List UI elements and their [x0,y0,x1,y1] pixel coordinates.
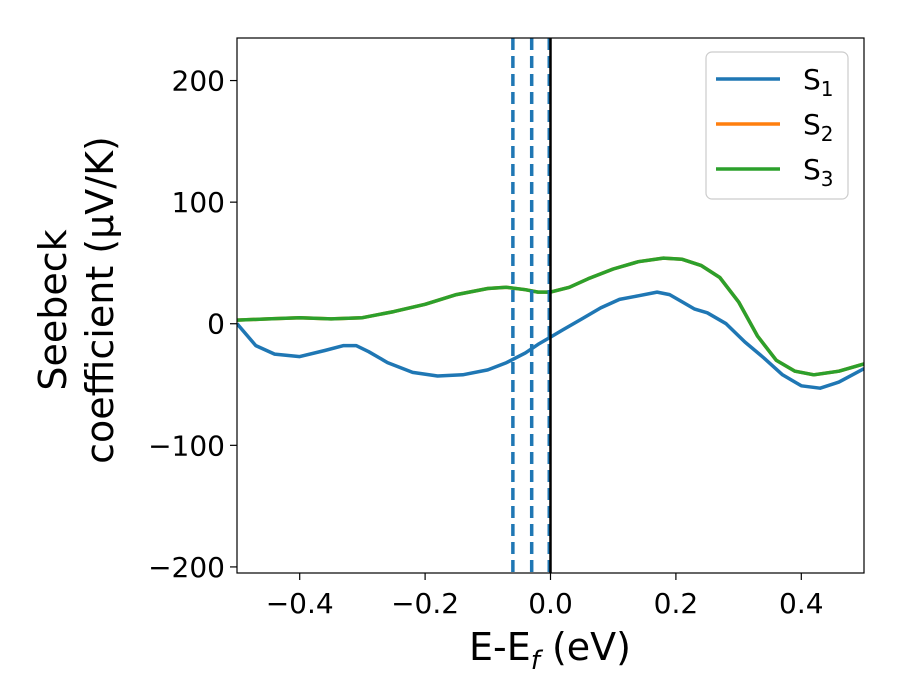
y-axis-label-line2: coefficient (μV/K) [78,136,122,464]
y-axis-ticks: 200 100 0 −100 −200 [148,65,237,584]
legend-label-s1: S1 [803,63,834,101]
x-tick-label: 0.2 [654,587,699,620]
x-tick-label: 0.4 [779,587,824,620]
y-tick-label: −100 [148,429,225,462]
y-axis-label-line1: Seebeck [31,229,75,390]
series-line-s3 [237,256,864,377]
x-tick-label: 0.0 [528,587,573,620]
y-tick-label: 200 [172,65,225,98]
x-axis-label: E-Ef (eV) [469,625,631,676]
y-tick-label: 0 [207,308,225,341]
x-axis-ticks: −0.4 −0.2 0.0 0.2 0.4 [266,573,824,620]
legend-label-s3: S3 [803,153,834,191]
series-layer [237,256,864,390]
x-tick-label: −0.2 [391,587,459,620]
legend: S1 S2 S3 [705,51,849,200]
vline-layer [511,38,552,573]
y-tick-label: −200 [148,551,225,584]
series-line-s1 [237,290,864,390]
y-tick-label: 100 [172,186,225,219]
legend-label-s2: S2 [803,108,834,146]
x-tick-label: −0.4 [266,587,334,620]
